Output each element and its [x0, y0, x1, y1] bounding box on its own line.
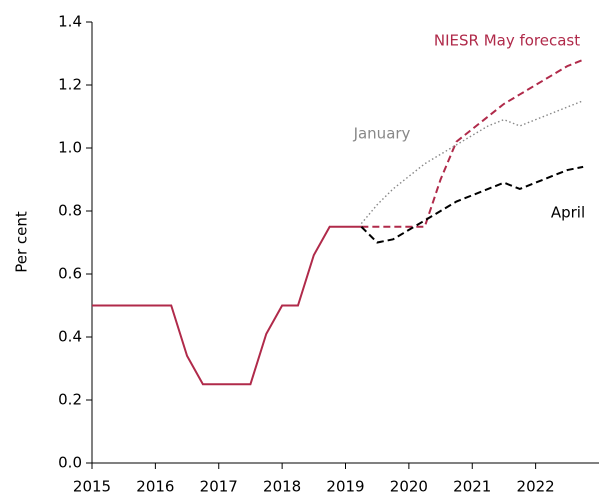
x-tick-label: 2021: [453, 478, 491, 496]
x-tick-label: 2019: [326, 478, 364, 496]
x-tick-label: 2015: [73, 478, 111, 496]
y-tick-label: 0.0: [58, 454, 82, 472]
y-tick-label: 0.6: [58, 265, 82, 283]
x-tick-label: 2018: [263, 478, 301, 496]
series-line: [360, 165, 584, 244]
series-line: [361, 58, 584, 228]
y-tick-label: 1.2: [58, 76, 82, 94]
y-tick-label: 1.0: [58, 139, 82, 157]
y-axis-label: Per cent: [13, 211, 31, 273]
series-label: NIESR May forecast: [434, 32, 580, 50]
y-tick-label: 0.8: [58, 202, 82, 220]
series-label: January: [353, 125, 411, 143]
series-label: April: [551, 204, 585, 222]
x-tick-label: 2022: [517, 478, 555, 496]
x-tick-label: 2016: [136, 478, 174, 496]
series-line: [92, 225, 362, 386]
y-tick-label: 0.2: [58, 391, 82, 409]
x-tick-label: 2017: [200, 478, 238, 496]
y-tick-label: 0.4: [58, 328, 82, 346]
x-tick-label: 2020: [390, 478, 428, 496]
y-tick-label: 1.4: [58, 13, 82, 31]
